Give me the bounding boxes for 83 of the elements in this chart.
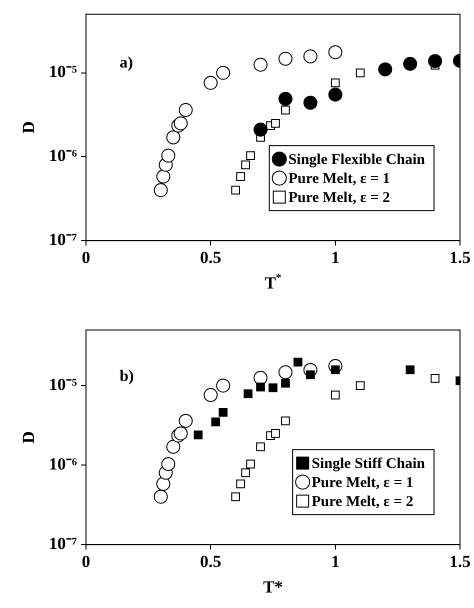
point	[271, 118, 280, 128]
point	[178, 414, 193, 428]
x-tick-label: 1	[331, 552, 340, 572]
x-tick-label: 0	[82, 248, 90, 268]
point	[246, 460, 255, 468]
point	[330, 78, 340, 88]
point	[268, 383, 278, 392]
point	[204, 388, 218, 402]
point	[294, 358, 302, 367]
y-axis-title: D	[19, 121, 38, 134]
point	[356, 68, 365, 78]
y-tick-label: 10⁻⁵	[48, 62, 77, 82]
point	[430, 374, 440, 383]
point	[378, 62, 392, 76]
y-tick-label: 10⁻⁶	[48, 454, 77, 474]
point	[211, 417, 220, 426]
point	[328, 45, 342, 60]
point	[161, 457, 176, 472]
legend-label: Pure Melt, ε = 2	[288, 190, 390, 206]
point	[236, 172, 245, 181]
point	[281, 106, 290, 114]
point	[178, 103, 193, 118]
point	[231, 492, 240, 502]
y-tick-label: 10⁻⁶	[48, 146, 77, 166]
x-tick-label: 1.5	[449, 552, 471, 572]
legend-label: Pure Melt, ε = 1	[312, 474, 414, 491]
y-tick-label: 10⁻⁷	[48, 230, 77, 249]
x-tick-label: 1	[331, 248, 340, 268]
point	[166, 130, 180, 144]
point	[231, 186, 240, 194]
point	[406, 365, 415, 374]
point	[204, 76, 218, 90]
point	[154, 183, 168, 198]
point	[216, 378, 230, 393]
point	[156, 476, 170, 491]
annotation: b)	[120, 368, 134, 385]
y-axis-title: D	[19, 431, 38, 444]
point	[303, 96, 318, 110]
point	[330, 390, 340, 400]
point	[281, 378, 290, 388]
point	[328, 88, 342, 102]
point	[241, 160, 250, 170]
point	[428, 54, 442, 68]
point	[244, 389, 252, 398]
point	[194, 430, 203, 440]
point	[156, 170, 170, 184]
point	[256, 442, 265, 452]
legend-label: Pure Melt, ε = 2	[312, 494, 414, 510]
x-tick-label: 0	[82, 552, 90, 572]
point	[218, 408, 228, 417]
point	[246, 151, 255, 160]
legend-label: Single Stiff Chain	[312, 456, 426, 472]
point	[216, 66, 230, 80]
point	[306, 370, 315, 380]
point	[278, 365, 292, 380]
point	[174, 116, 188, 130]
point	[278, 52, 292, 66]
point	[241, 468, 250, 478]
point	[236, 480, 245, 488]
x-tick-label: 0.5	[200, 552, 222, 572]
point	[403, 56, 418, 71]
point	[254, 58, 268, 72]
legend-label: Single Flexible Chain	[288, 152, 426, 168]
point	[271, 429, 280, 438]
point	[303, 49, 318, 64]
x-tick-label: 1.5	[449, 248, 471, 268]
y-tick-label: 10⁻⁵	[48, 374, 77, 394]
point	[278, 92, 292, 106]
point	[254, 122, 268, 137]
x-axis-title: T*	[263, 578, 283, 597]
x-axis-title: T*	[264, 272, 282, 293]
y-tick-label: 10⁻⁷	[48, 534, 77, 553]
point	[166, 440, 180, 454]
point	[161, 148, 176, 163]
legend-label: Pure Melt, ε = 1	[288, 170, 390, 187]
point	[254, 370, 268, 385]
point	[281, 416, 290, 426]
point	[256, 382, 265, 392]
point	[174, 426, 188, 440]
x-tick-label: 0.5	[200, 248, 222, 268]
annotation: a)	[120, 54, 133, 72]
point	[356, 381, 365, 390]
point	[154, 490, 168, 504]
